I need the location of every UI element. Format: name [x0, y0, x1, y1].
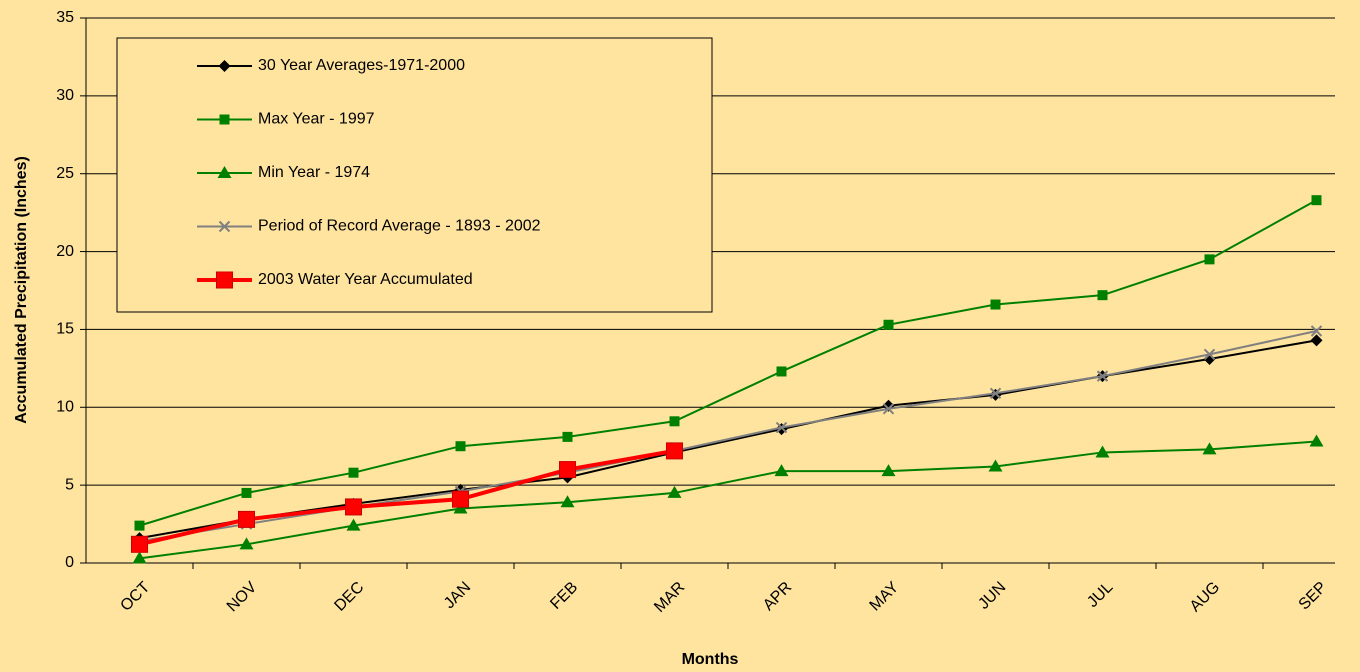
legend-label: Period of Record Average - 1893 - 2002 — [258, 218, 541, 235]
marker — [559, 461, 576, 479]
series-line — [139, 448, 675, 547]
y-tick-label: 15 — [56, 321, 74, 338]
marker — [989, 387, 1002, 399]
legend — [116, 37, 713, 313]
marker — [667, 485, 682, 498]
marker — [238, 510, 255, 528]
series-line — [139, 199, 1317, 527]
marker — [1096, 370, 1109, 382]
marker — [774, 464, 789, 477]
legend-label: 30 Year Averages-1971-2000 — [258, 57, 465, 74]
marker — [988, 459, 1003, 472]
y-tick-label: 5 — [65, 476, 74, 493]
marker — [455, 441, 466, 452]
marker — [1204, 254, 1215, 265]
marker — [217, 166, 232, 178]
marker — [1095, 445, 1110, 458]
marker — [775, 421, 788, 434]
marker — [218, 220, 231, 233]
marker — [1309, 434, 1324, 447]
y-axis-title: Accumulated Precipitation (Inches) — [13, 156, 30, 424]
y-tick-label: 35 — [56, 9, 74, 26]
marker — [346, 518, 361, 531]
y-tick-label: 30 — [56, 87, 74, 104]
x-axis-title: Months — [682, 651, 739, 668]
marker — [132, 551, 147, 564]
marker — [1203, 348, 1216, 361]
marker — [990, 299, 1001, 310]
marker — [131, 535, 148, 553]
y-tick-label: 10 — [56, 399, 74, 416]
marker — [882, 403, 895, 415]
marker — [241, 487, 252, 498]
y-tick-label: 0 — [65, 554, 74, 571]
marker — [239, 537, 254, 550]
marker — [881, 464, 896, 477]
marker — [452, 490, 469, 508]
marker — [1311, 195, 1322, 206]
marker — [216, 271, 233, 289]
y-tick-label: 20 — [56, 243, 74, 260]
marker — [1310, 334, 1323, 347]
marker — [560, 495, 575, 508]
marker — [1202, 442, 1217, 455]
marker — [562, 431, 573, 442]
legend-label: Max Year - 1997 — [258, 111, 375, 128]
series-line — [139, 440, 1317, 560]
marker — [134, 520, 145, 531]
marker — [219, 114, 230, 125]
marker — [345, 498, 362, 516]
legend-label: Min Year - 1974 — [258, 164, 370, 181]
marker — [666, 442, 683, 460]
marker — [669, 416, 680, 427]
marker — [218, 60, 231, 72]
marker — [1310, 325, 1323, 337]
marker — [883, 319, 894, 330]
marker — [348, 467, 359, 478]
y-tick-label: 25 — [56, 165, 74, 182]
marker — [1097, 290, 1108, 301]
marker — [776, 366, 787, 377]
legend-label: 2003 Water Year Accumulated — [258, 271, 473, 288]
